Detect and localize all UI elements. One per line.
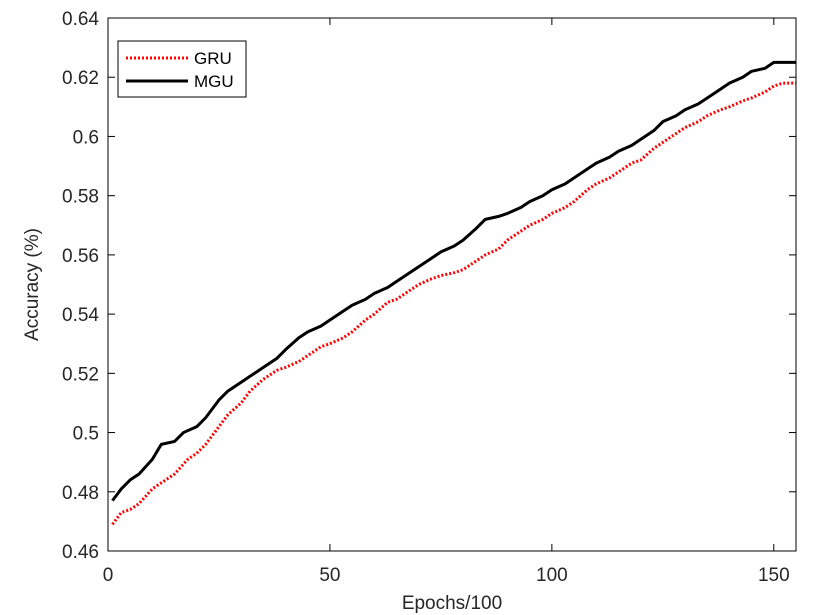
y-tick-label: 0.48 <box>62 483 99 504</box>
y-tick-label: 0.56 <box>62 246 99 267</box>
y-tick-label: 0.58 <box>62 187 99 208</box>
legend-box <box>117 40 247 98</box>
series-layer <box>111 60 796 526</box>
y-axis: 0.46 0.48 0.5 0.52 0.54 0.56 0.58 0.6 0.62 0.64 <box>62 9 796 563</box>
plot-area <box>108 18 796 551</box>
x-tick-label: 0 <box>103 565 114 586</box>
y-axis-title: Accuracy (%) <box>22 228 43 341</box>
y-tick-label: 0.46 <box>62 542 99 563</box>
y-tick-label: 0.62 <box>62 68 99 89</box>
y-tick-label: 0.64 <box>62 9 99 30</box>
x-tick-label: 50 <box>319 565 340 586</box>
x-axis-title: Epochs/100 <box>402 593 502 614</box>
legend: GRU MGU <box>117 40 247 98</box>
y-tick-label: 0.54 <box>62 305 99 326</box>
legend-label-gru: GRU <box>194 49 232 68</box>
x-tick-label: 100 <box>536 565 568 586</box>
series-line-mgu <box>111 60 796 502</box>
legend-label-mgu: MGU <box>194 72 234 91</box>
x-axis: 0 50 100 150 <box>103 18 790 586</box>
y-tick-label: 0.6 <box>73 127 99 148</box>
y-tick-label: 0.5 <box>73 424 99 445</box>
x-tick-label: 150 <box>758 565 790 586</box>
axes-box <box>107 17 797 552</box>
y-tick-label: 0.52 <box>62 364 99 385</box>
